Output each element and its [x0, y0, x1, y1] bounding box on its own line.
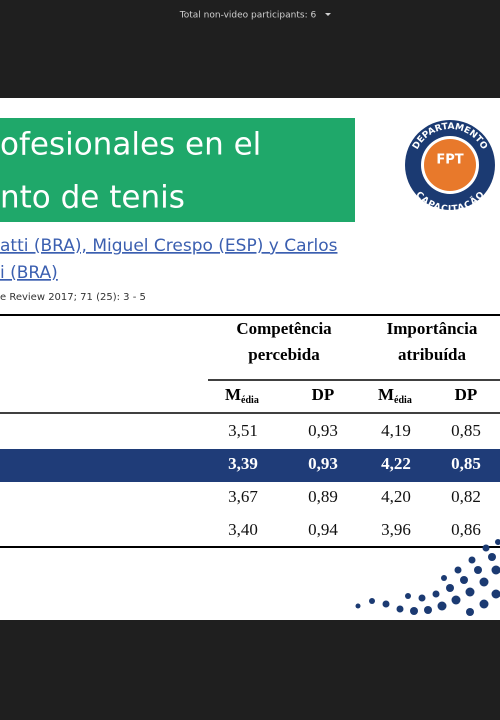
cell: 3,67	[228, 487, 258, 506]
subheader-main: M	[378, 385, 394, 404]
cell: 0,94	[308, 520, 338, 539]
dot-decoration	[355, 539, 500, 616]
row-highlight	[0, 449, 500, 482]
participants-label[interactable]: Total non-video participants: 6	[179, 11, 317, 21]
subheader: Média	[378, 385, 412, 406]
table: Competência percebida Importância atribuída…	[0, 314, 500, 548]
cell: 0,93	[308, 454, 338, 473]
cell: 3,96	[381, 520, 411, 539]
cell: 3,40	[228, 520, 258, 539]
cell: 4,20	[381, 487, 411, 506]
subheader: Média	[225, 385, 259, 406]
logo-ball	[424, 139, 476, 191]
subheader-main: M	[225, 385, 241, 404]
cell: 3,51	[228, 421, 258, 440]
cell: 3,39	[228, 454, 258, 473]
group-header: atribuída	[398, 345, 467, 364]
group-header: percebida	[248, 345, 320, 364]
cell: 0,93	[308, 421, 338, 440]
dropdown-caret[interactable]	[325, 13, 331, 16]
logo-center: FPT	[436, 153, 463, 168]
cell: 0,82	[451, 487, 481, 506]
cell: 0,85	[451, 421, 481, 440]
subheader: DP	[312, 385, 335, 404]
cell: 4,22	[381, 454, 411, 473]
citation: e Review 2017; 71 (25): 3 - 5	[0, 292, 146, 303]
subheader-sub: édia	[394, 395, 412, 406]
subheader-sub: édia	[241, 395, 259, 406]
cell: 0,85	[451, 454, 481, 473]
title-line: nto de tenis	[0, 180, 185, 216]
title-line: ofesionales en el	[0, 127, 261, 163]
cell: 0,89	[308, 487, 338, 506]
title-box	[0, 118, 355, 222]
group-header: Importância	[387, 319, 478, 338]
cell: 0,86	[451, 520, 481, 539]
group-header: Competência	[236, 319, 332, 338]
authors-line: atti (BRA), Miguel Crespo (ESP) y Carlos	[0, 236, 338, 256]
cell: 4,19	[381, 421, 411, 440]
subheader: DP	[455, 385, 478, 404]
authors-line: i (BRA)	[0, 263, 58, 283]
